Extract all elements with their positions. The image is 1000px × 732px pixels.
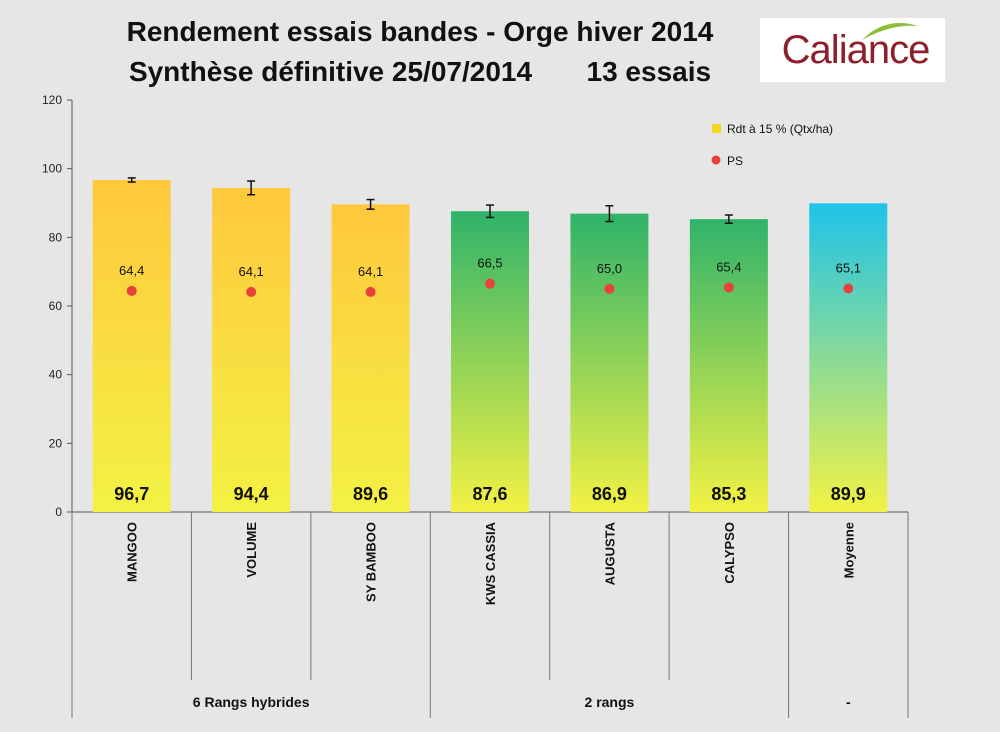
ps-value-label: 66,5 xyxy=(477,256,502,271)
legend-swatch-rdt xyxy=(712,124,721,133)
ps-point xyxy=(365,286,376,297)
y-tick-label: 100 xyxy=(42,162,62,176)
x-category-label: Moyenne xyxy=(841,522,856,578)
y-tick-label: 120 xyxy=(42,93,62,107)
ps-value-label: 65,0 xyxy=(597,261,622,276)
legend-label-ps: PS xyxy=(727,154,743,168)
ps-point xyxy=(485,278,495,289)
bar-sy-bamboo xyxy=(331,204,410,512)
bar-volume xyxy=(212,187,291,513)
y-tick-label: 20 xyxy=(49,436,63,450)
y-tick-label: 0 xyxy=(55,505,62,519)
legend-label-rdt: Rdt à 15 % (Qtx/ha) xyxy=(727,122,833,136)
bar-value-label: 85,3 xyxy=(711,484,746,504)
x-category-label: CALYPSO xyxy=(722,522,737,584)
ps-value-label: 64,1 xyxy=(238,264,263,279)
bar-value-label: 94,4 xyxy=(234,484,269,504)
ps-point xyxy=(126,285,137,296)
bar-value-label: 96,7 xyxy=(114,484,149,504)
ps-point xyxy=(604,283,615,294)
bar-kws-cassia xyxy=(451,211,529,513)
group-label: - xyxy=(846,694,851,710)
bar-value-label: 89,9 xyxy=(831,484,866,504)
logo-text: Caliance xyxy=(781,28,931,72)
y-tick-label: 60 xyxy=(49,299,63,313)
bar-augusta xyxy=(570,213,649,513)
chart-title-line1: Rendement essais bandes - Orge hiver 201… xyxy=(126,16,714,47)
ps-value-label: 64,4 xyxy=(119,263,144,278)
bar-moyenne xyxy=(809,203,888,513)
ps-point xyxy=(843,283,854,294)
group-label: 2 rangs xyxy=(585,694,635,710)
ps-value-label: 65,4 xyxy=(716,259,741,274)
ps-value-label: 64,1 xyxy=(358,264,383,279)
ps-point xyxy=(723,282,734,293)
bar-value-label: 89,6 xyxy=(353,484,388,504)
x-category-label: VOLUME xyxy=(244,522,259,578)
bar-mangoo xyxy=(92,179,171,512)
caliance-logo: Caliance xyxy=(760,18,945,82)
bar-calypso xyxy=(689,219,768,513)
x-category-label: MANGOO xyxy=(125,522,140,582)
ps-point xyxy=(246,286,257,297)
y-tick-label: 40 xyxy=(49,368,63,382)
group-label: 6 Rangs hybrides xyxy=(193,694,310,710)
ps-value-label: 65,1 xyxy=(836,260,861,275)
x-category-label: AUGUSTA xyxy=(602,521,617,585)
legend-marker-ps xyxy=(711,155,721,165)
x-category-label: SY BAMBOO xyxy=(364,522,379,602)
x-category-label: KWS CASSIA xyxy=(483,521,498,605)
leaf-icon xyxy=(862,23,918,40)
y-tick-label: 80 xyxy=(49,230,63,244)
bar-value-label: 86,9 xyxy=(592,484,627,504)
bar-value-label: 87,6 xyxy=(472,484,507,504)
chart-title-line2: Synthèse définitive 25/07/2014 13 essais xyxy=(128,56,712,87)
